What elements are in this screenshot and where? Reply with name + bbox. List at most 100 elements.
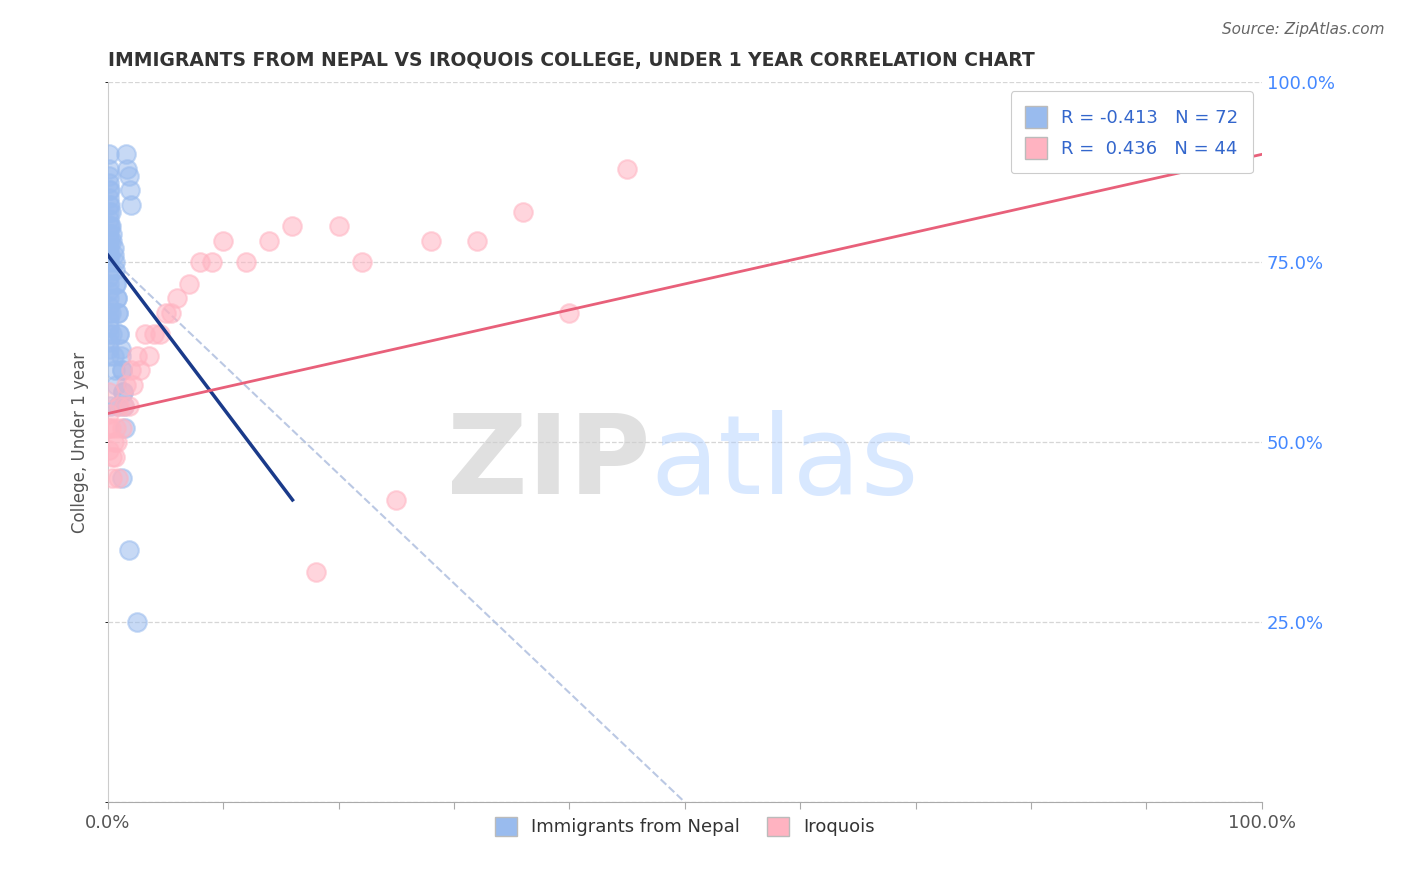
Point xyxy=(98,299,121,313)
Point xyxy=(98,306,121,320)
Point xyxy=(104,262,127,277)
Point xyxy=(108,400,131,414)
Point xyxy=(120,198,142,212)
Point xyxy=(98,212,121,227)
Point xyxy=(105,435,128,450)
Point xyxy=(98,384,121,399)
Point xyxy=(281,219,304,234)
Point xyxy=(108,327,131,342)
Point xyxy=(117,169,139,183)
Point xyxy=(616,161,638,176)
Point xyxy=(98,262,121,277)
Point xyxy=(107,306,129,320)
Point xyxy=(558,306,581,320)
Point xyxy=(98,255,121,269)
Point xyxy=(112,400,135,414)
Point xyxy=(120,363,142,377)
Point xyxy=(114,421,136,435)
Point xyxy=(101,450,124,464)
Point xyxy=(110,342,132,356)
Point xyxy=(98,442,121,457)
Point xyxy=(98,190,121,204)
Text: IMMIGRANTS FROM NEPAL VS IROQUOIS COLLEGE, UNDER 1 YEAR CORRELATION CHART: IMMIGRANTS FROM NEPAL VS IROQUOIS COLLEG… xyxy=(108,51,1035,70)
Point xyxy=(112,400,135,414)
Point xyxy=(98,400,121,414)
Point xyxy=(103,435,125,450)
Point xyxy=(103,241,125,255)
Point xyxy=(105,291,128,305)
Point xyxy=(98,342,121,356)
Point xyxy=(104,363,127,377)
Point xyxy=(100,219,122,234)
Point xyxy=(143,327,166,342)
Point xyxy=(101,227,124,241)
Point xyxy=(111,384,134,399)
Point xyxy=(98,161,121,176)
Point xyxy=(100,421,122,435)
Point xyxy=(118,183,141,197)
Point xyxy=(107,306,129,320)
Point xyxy=(259,234,281,248)
Text: atlas: atlas xyxy=(650,410,918,517)
Point xyxy=(465,234,488,248)
Point xyxy=(98,234,121,248)
Point xyxy=(117,400,139,414)
Point xyxy=(111,363,134,377)
Point xyxy=(98,248,121,262)
Point xyxy=(188,255,211,269)
Point xyxy=(104,377,127,392)
Point xyxy=(98,169,121,183)
Point xyxy=(304,565,326,579)
Point xyxy=(111,384,134,399)
Point xyxy=(98,327,121,342)
Point xyxy=(98,198,121,212)
Point xyxy=(125,349,148,363)
Point xyxy=(111,471,134,485)
Point xyxy=(100,205,122,219)
Point xyxy=(138,349,160,363)
Point xyxy=(98,269,121,284)
Point xyxy=(201,255,224,269)
Y-axis label: College, Under 1 year: College, Under 1 year xyxy=(72,351,89,533)
Point xyxy=(350,255,373,269)
Point xyxy=(111,363,134,377)
Point xyxy=(160,306,183,320)
Point xyxy=(98,407,121,421)
Point xyxy=(122,377,145,392)
Point xyxy=(98,219,121,234)
Point xyxy=(129,363,152,377)
Point xyxy=(512,205,534,219)
Point xyxy=(328,219,350,234)
Point xyxy=(235,255,257,269)
Point xyxy=(110,349,132,363)
Point xyxy=(104,277,127,291)
Point xyxy=(98,198,121,212)
Point xyxy=(104,421,127,435)
Point xyxy=(98,227,121,241)
Point xyxy=(98,334,121,349)
Point xyxy=(98,183,121,197)
Point xyxy=(104,255,127,269)
Point xyxy=(98,313,121,327)
Point xyxy=(103,349,125,363)
Point xyxy=(98,183,121,197)
Point xyxy=(101,327,124,342)
Point xyxy=(100,306,122,320)
Point xyxy=(101,471,124,485)
Point xyxy=(105,291,128,305)
Point xyxy=(125,615,148,630)
Point xyxy=(98,241,121,255)
Point xyxy=(166,291,188,305)
Point xyxy=(103,248,125,262)
Point xyxy=(115,147,138,161)
Point xyxy=(108,327,131,342)
Point xyxy=(420,234,443,248)
Point xyxy=(98,284,121,298)
Point xyxy=(98,320,121,334)
Point xyxy=(98,205,121,219)
Point xyxy=(149,327,172,342)
Point xyxy=(155,306,177,320)
Point xyxy=(98,234,121,248)
Point xyxy=(98,219,121,234)
Point xyxy=(101,234,124,248)
